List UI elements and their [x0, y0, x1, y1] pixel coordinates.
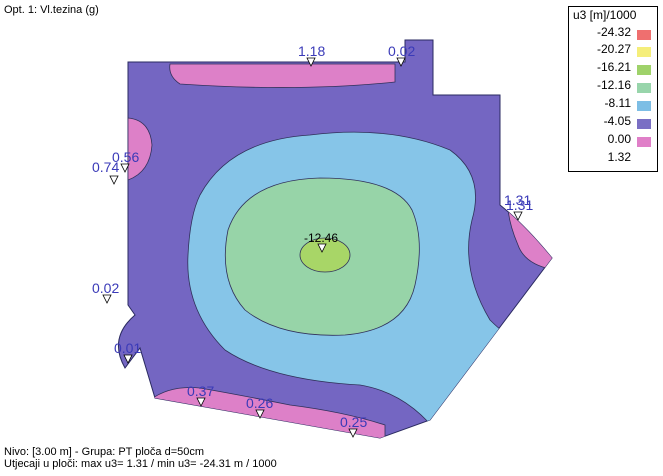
point-marker-6: -12.46 — [304, 231, 338, 253]
point-label: 1.18 — [298, 43, 325, 59]
legend-entry: -20.27 — [569, 42, 657, 58]
legend: u3 [m]/1000 -24.32 -20.27 -16.21 -12.16 … — [568, 6, 658, 172]
point-label: 0.56 — [112, 149, 139, 165]
point-label: 0.01 — [114, 340, 141, 356]
legend-entry: -4.05 — [569, 114, 657, 130]
legend-entry: -8.11 — [569, 96, 657, 112]
point-label: 0.37 — [187, 383, 214, 399]
legend-swatch — [637, 119, 651, 129]
legend-entry: -16.21 — [569, 60, 657, 76]
point-marker-2: 0.02 — [388, 43, 415, 67]
footer-result-line: Utjecaji u ploči: max u3= 1.31 / min u3=… — [4, 458, 277, 470]
point-marker-1: 1.18 — [298, 43, 325, 67]
legend-swatch — [637, 83, 651, 93]
point-marker-3: 0.74 — [92, 159, 119, 185]
legend-entry: -12.16 — [569, 78, 657, 94]
point-marker-10: 0.26 — [246, 395, 273, 419]
contour-pink-top — [169, 63, 396, 88]
point-label: 0.02 — [92, 280, 119, 296]
point-marker-9: 0.37 — [187, 383, 214, 407]
legend-entry: 1.32 — [607, 150, 631, 164]
load-case-title: Opt. 1: Vl.tezina (g) — [4, 4, 99, 16]
legend-swatch — [637, 47, 651, 57]
point-marker-8: 0.01 — [114, 340, 141, 364]
point-label: 0.02 — [388, 43, 415, 59]
point-label: 0.74 — [92, 159, 119, 175]
point-label: -12.46 — [304, 231, 338, 245]
point-label: 1.31 — [504, 192, 531, 208]
legend-entry: -24.32 — [569, 25, 657, 41]
contour-pink-left — [127, 117, 153, 181]
point-label: 0.26 — [246, 395, 273, 411]
legend-swatch — [637, 101, 651, 111]
legend-title: u3 [m]/1000 — [573, 8, 637, 22]
point-marker-11: 0.25 — [340, 414, 367, 438]
point-marker-4: 0.56 — [112, 149, 139, 173]
point-label: 0.25 — [340, 414, 367, 430]
footer-info: Nivo: [3.00 m] - Grupa: PT ploča d=50cm … — [4, 446, 277, 470]
legend-swatch — [637, 137, 651, 147]
legend-swatch — [637, 65, 651, 75]
point-label: 1.31 — [506, 197, 533, 213]
point-marker-7: 0.02 — [92, 280, 119, 304]
contour-lime-core — [299, 237, 351, 273]
legend-swatch — [637, 30, 651, 40]
footer-level-line: Nivo: [3.00 m] - Grupa: PT ploča d=50cm — [4, 446, 205, 458]
point-marker-5: 1.31 1.31 — [504, 192, 533, 221]
legend-entry: 0.00 — [569, 132, 657, 148]
